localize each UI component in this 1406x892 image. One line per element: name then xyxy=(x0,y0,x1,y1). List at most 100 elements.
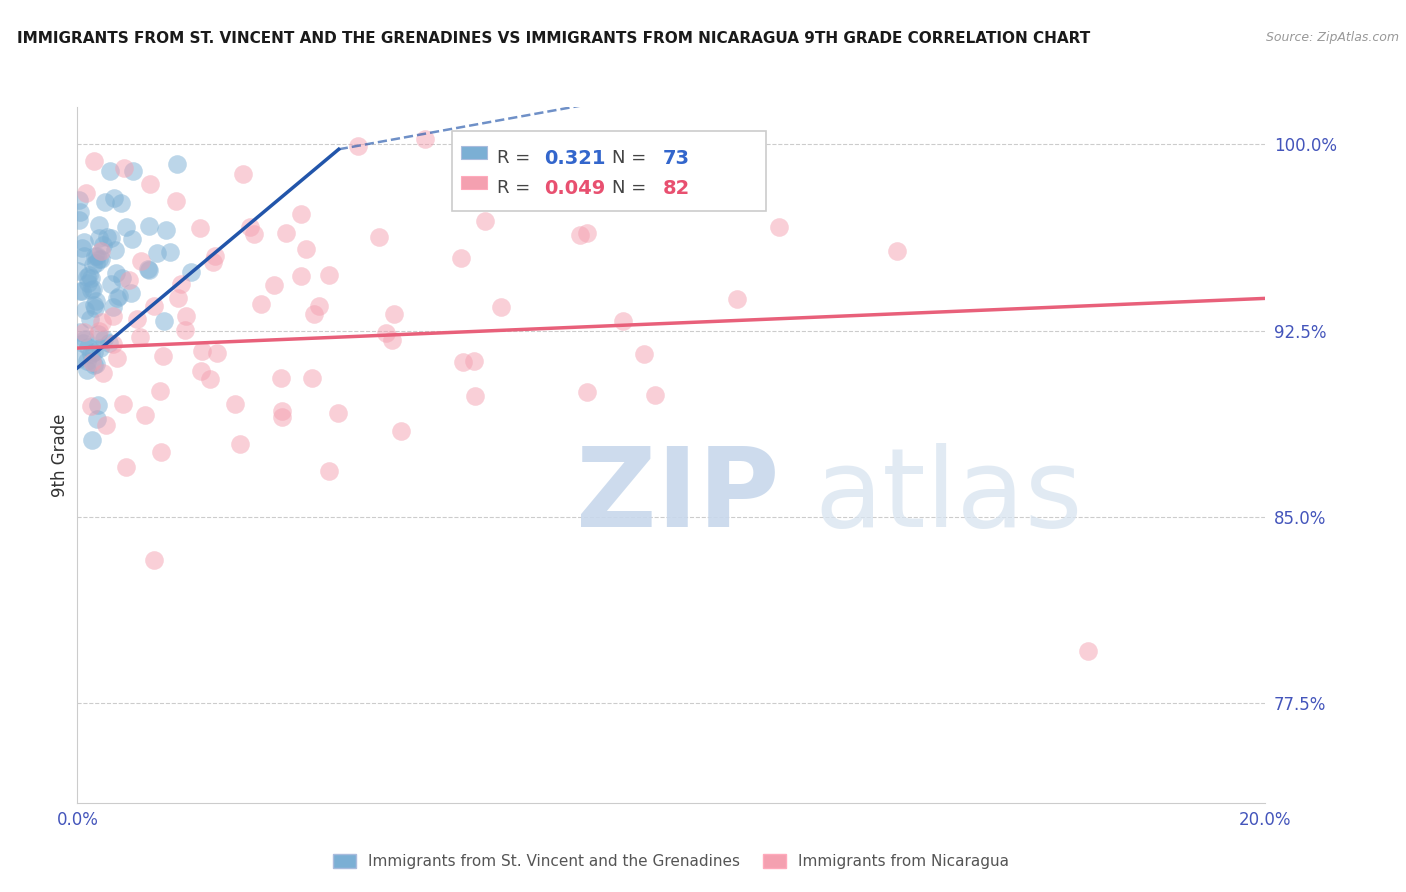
Point xyxy=(86,412,108,426)
Point xyxy=(105,351,128,365)
Point xyxy=(103,191,125,205)
Text: 0.049: 0.049 xyxy=(544,179,606,198)
Point xyxy=(155,223,177,237)
Point xyxy=(75,186,97,201)
Point xyxy=(576,226,599,240)
FancyBboxPatch shape xyxy=(451,131,766,211)
Legend: Immigrants from St. Vincent and the Grenadines, Immigrants from Nicaragua: Immigrants from St. Vincent and the Gren… xyxy=(328,848,1015,875)
Bar xyxy=(461,176,488,189)
Point xyxy=(86,294,108,309)
Point xyxy=(768,219,790,234)
Text: 0.321: 0.321 xyxy=(544,150,606,169)
Point xyxy=(112,161,135,175)
Point xyxy=(142,552,165,566)
Point xyxy=(174,309,197,323)
Point xyxy=(107,291,129,305)
Point xyxy=(90,252,112,267)
Point xyxy=(367,229,389,244)
Point xyxy=(644,388,666,402)
Point xyxy=(86,250,108,264)
Point xyxy=(382,307,405,321)
Point xyxy=(89,231,111,245)
Point xyxy=(159,244,181,259)
Point xyxy=(886,244,908,258)
Point xyxy=(69,325,91,339)
Point xyxy=(271,410,294,425)
Point xyxy=(80,271,103,285)
Point xyxy=(190,364,212,378)
Point xyxy=(474,214,496,228)
Y-axis label: 9th Grade: 9th Grade xyxy=(51,413,69,497)
Text: R =: R = xyxy=(496,150,536,168)
Point xyxy=(204,249,226,263)
Point xyxy=(276,226,298,240)
Point xyxy=(96,230,118,244)
Point xyxy=(101,300,124,314)
Point xyxy=(89,218,111,232)
Point xyxy=(76,270,98,285)
Point xyxy=(134,408,156,422)
Point xyxy=(239,219,262,234)
Point xyxy=(83,359,105,373)
Point xyxy=(100,277,122,292)
Point xyxy=(149,384,172,398)
Point xyxy=(70,284,93,298)
Text: ZIP: ZIP xyxy=(576,443,780,550)
Point xyxy=(143,299,166,313)
Point xyxy=(489,300,512,314)
Point xyxy=(76,354,98,368)
Point xyxy=(114,220,136,235)
Point xyxy=(347,138,370,153)
Point xyxy=(270,371,292,385)
Point xyxy=(308,299,330,313)
Point xyxy=(80,283,103,297)
Point xyxy=(84,249,107,263)
Point xyxy=(450,252,472,266)
Point xyxy=(77,268,100,282)
Point xyxy=(569,227,592,242)
Point xyxy=(67,263,90,277)
Point xyxy=(66,351,89,366)
Point xyxy=(250,297,273,311)
Point xyxy=(93,195,115,210)
Point xyxy=(198,372,221,386)
Point xyxy=(87,399,110,413)
Text: N =: N = xyxy=(612,179,652,197)
Point xyxy=(76,362,98,376)
Point xyxy=(173,323,195,337)
Point xyxy=(89,252,111,267)
Point xyxy=(91,237,114,252)
Point xyxy=(152,314,174,328)
Point xyxy=(207,346,229,360)
Point xyxy=(464,389,486,403)
Point xyxy=(80,355,103,369)
Point xyxy=(229,436,252,450)
Point xyxy=(80,433,103,447)
Text: R =: R = xyxy=(496,179,536,197)
Point xyxy=(111,271,134,285)
Point xyxy=(110,195,132,210)
Point xyxy=(79,312,101,326)
Point xyxy=(73,325,96,339)
Point xyxy=(107,288,129,302)
Point xyxy=(575,385,598,400)
Point xyxy=(82,258,104,272)
Text: Source: ZipAtlas.com: Source: ZipAtlas.com xyxy=(1265,31,1399,45)
Point xyxy=(67,213,90,227)
Point xyxy=(79,400,101,414)
Point xyxy=(69,284,91,298)
Bar xyxy=(461,146,488,159)
Point xyxy=(75,303,97,318)
Point xyxy=(67,193,90,207)
Point xyxy=(243,227,266,241)
Point xyxy=(318,268,340,283)
Text: 82: 82 xyxy=(664,179,690,198)
Point xyxy=(84,358,107,372)
Point xyxy=(87,326,110,341)
Point xyxy=(72,335,94,350)
Point xyxy=(381,333,404,347)
Point xyxy=(87,324,110,338)
Point xyxy=(84,256,107,270)
Point xyxy=(100,231,122,245)
Point xyxy=(128,330,150,344)
